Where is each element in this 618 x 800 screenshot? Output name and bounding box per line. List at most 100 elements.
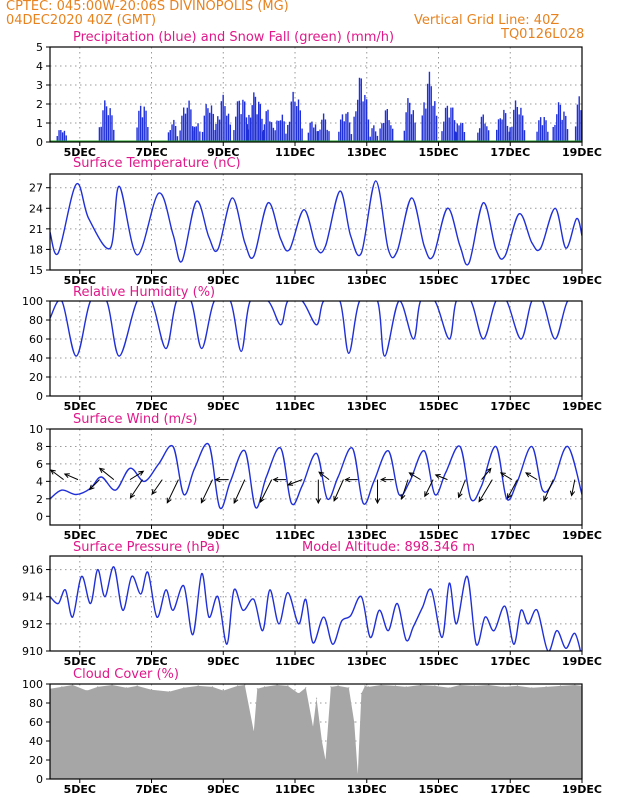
x-tick-label: 11DEC <box>275 655 315 668</box>
precip-bar <box>307 132 310 142</box>
precip-bar <box>430 86 432 142</box>
y-tick-label: 100 <box>22 678 43 691</box>
wind-arrow <box>507 479 518 499</box>
cloud-cover-point <box>315 697 318 699</box>
cloud-cover-point <box>244 684 246 686</box>
cloud-cover-point <box>168 691 171 693</box>
series-point <box>360 252 362 254</box>
model-code: TQ0126L028 <box>501 27 585 42</box>
series-point <box>495 248 497 250</box>
precip-bar <box>426 83 429 142</box>
y-tick-label: 2 <box>36 98 43 111</box>
y-tick-label: 60 <box>29 716 43 729</box>
precip-bar <box>559 104 562 142</box>
wind-arrow-head <box>214 476 221 483</box>
precip-bar <box>254 96 257 142</box>
precip-bar <box>100 126 102 142</box>
precip-bar <box>246 124 249 142</box>
precip-bar <box>563 111 565 142</box>
precip-bar <box>463 131 466 142</box>
series-point <box>97 569 99 571</box>
cloud-cover-point <box>330 686 332 688</box>
y-tick-label: 2 <box>36 493 43 506</box>
series-point <box>554 338 556 340</box>
x-tick-label: 7DEC <box>135 274 167 287</box>
precip-bar <box>484 123 486 142</box>
precip-bar <box>539 117 542 142</box>
x-tick-label: 7DEC <box>135 655 167 668</box>
precip-bar <box>455 132 458 142</box>
precip-bar <box>138 110 140 142</box>
precip-bar <box>460 123 462 142</box>
precip-bar <box>270 122 273 142</box>
wind-arrow <box>458 479 466 498</box>
series-point <box>140 593 142 595</box>
wind-arrow <box>500 472 513 481</box>
series-point <box>459 445 461 447</box>
precip-bar <box>345 113 347 142</box>
precip-bar <box>513 109 515 142</box>
x-tick-label: 13DEC <box>347 146 387 159</box>
precip-bar <box>516 106 519 142</box>
x-tick-label: 7DEC <box>135 783 167 796</box>
series-point <box>298 623 300 625</box>
x-tick-label: 9DEC <box>207 146 239 159</box>
series-point <box>165 348 167 349</box>
cloud-cover-point <box>183 687 185 689</box>
precip-bar <box>343 121 345 142</box>
cloud-cover-point <box>394 685 397 687</box>
precip-bar <box>265 111 267 142</box>
x-tick-label: 17DEC <box>490 655 530 668</box>
precip-bar <box>412 110 414 142</box>
wind-arrow <box>151 479 163 495</box>
series-point <box>280 447 282 449</box>
series-point <box>387 630 389 632</box>
precip-bar <box>288 121 291 142</box>
series-point <box>396 250 398 252</box>
precip-bar <box>423 102 425 142</box>
panel-frame <box>49 555 583 652</box>
precip-bar <box>365 99 368 142</box>
precip-bar <box>224 106 226 142</box>
series-point <box>441 636 443 638</box>
series-point <box>531 445 533 447</box>
precip-bar <box>504 113 507 142</box>
wind-arrow-head <box>98 467 105 474</box>
series-point <box>455 623 457 625</box>
precip-bar <box>322 113 325 142</box>
series-point <box>231 197 233 199</box>
series-point <box>409 480 411 482</box>
wind-arrow-head <box>486 467 492 474</box>
series-point <box>192 634 194 636</box>
cloud-cover-point <box>360 692 362 695</box>
precip-bar <box>461 122 464 142</box>
precip-bar <box>60 129 62 142</box>
precip-bar <box>432 105 434 142</box>
x-tick-label: 5DEC <box>64 655 96 668</box>
series-point <box>109 247 111 249</box>
wind-arrow-head <box>457 492 463 499</box>
precip-bar <box>362 101 364 142</box>
precip-bar <box>235 116 237 142</box>
cloud-cover-point <box>86 690 88 692</box>
precip-bar <box>545 120 547 142</box>
wind-arrow <box>89 479 100 490</box>
x-tick-label: 13DEC <box>347 400 387 413</box>
precip-bar <box>477 132 479 142</box>
cloud-cover-point <box>473 685 475 687</box>
series-point <box>115 489 117 491</box>
wind-arrow <box>233 479 246 504</box>
cloud-cover-point <box>353 721 355 723</box>
series-point <box>194 467 196 469</box>
precip-bar <box>190 109 192 142</box>
wind-arrow <box>200 479 213 503</box>
precip-bar <box>199 131 201 142</box>
cloud-cover-point <box>574 684 576 686</box>
precip-bar <box>242 99 244 142</box>
precip-bar <box>390 125 392 142</box>
precip-bar <box>139 105 142 142</box>
panel-frame <box>49 683 583 780</box>
wind-arrow <box>260 479 273 503</box>
series-line <box>50 301 582 357</box>
